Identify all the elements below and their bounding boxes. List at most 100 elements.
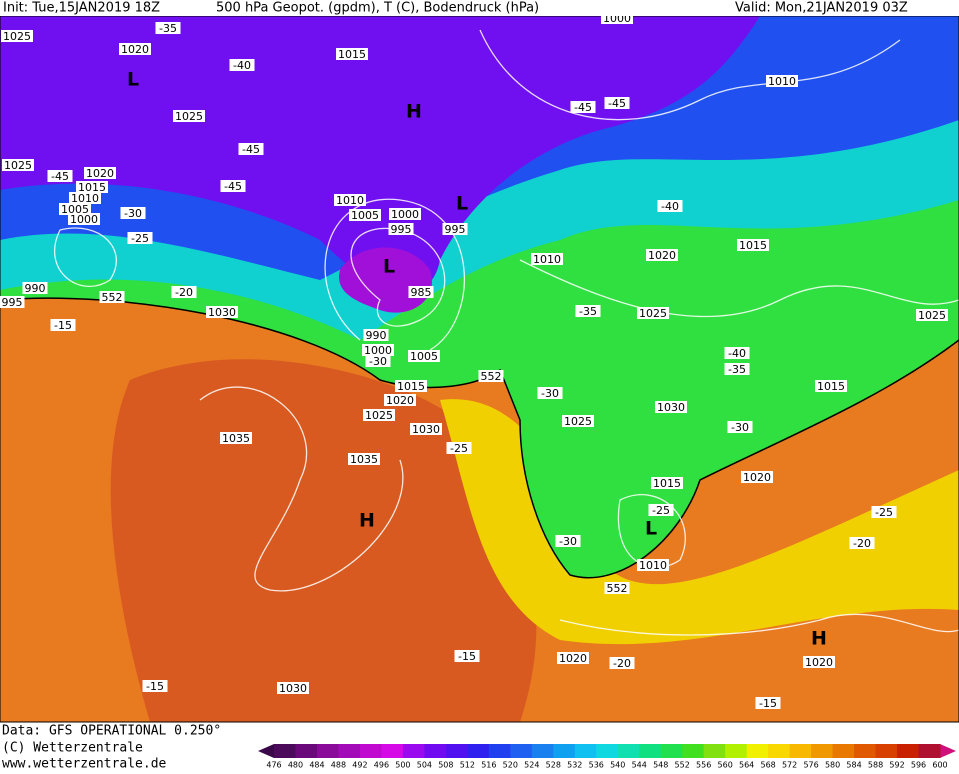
header-bar <box>0 0 959 16</box>
label-box <box>155 22 181 34</box>
map <box>0 15 959 723</box>
colorbar-swatch <box>789 744 812 758</box>
label-box <box>59 203 91 215</box>
label-box <box>220 432 252 444</box>
label-box <box>648 504 674 516</box>
temperature-label: -20 <box>613 657 631 670</box>
label-box <box>22 282 48 294</box>
colorbar-label: 488 <box>331 761 346 770</box>
colorbar-label: 496 <box>374 761 389 770</box>
colorbar-swatch <box>402 744 425 758</box>
colorbar-low-arrow <box>258 744 274 758</box>
pressure-label: 552 <box>481 370 502 383</box>
pressure-label: 1015 <box>397 380 425 393</box>
label-box <box>657 200 683 212</box>
pressure-label: 552 <box>607 582 628 595</box>
label-box <box>454 650 480 662</box>
colorbar-label: 584 <box>846 761 861 770</box>
isobar <box>350 227 446 327</box>
pressure-center: L <box>127 69 139 91</box>
label-box <box>119 43 151 55</box>
label-box <box>766 75 798 87</box>
label-box <box>562 415 594 427</box>
pressure-label: 1005 <box>351 209 379 222</box>
colorbar-label: 524 <box>524 761 539 770</box>
label-box <box>537 387 563 399</box>
pressure-label: 1015 <box>338 48 366 61</box>
pressure-label: 1000 <box>391 208 419 221</box>
pressure-label: 1020 <box>805 656 833 669</box>
colorbar-label: 556 <box>696 761 711 770</box>
pressure-label: 1025 <box>564 415 592 428</box>
colorbar-label: 500 <box>395 761 410 770</box>
colorbar-swatch <box>660 744 683 758</box>
temperature-label: -25 <box>875 506 893 519</box>
label-box <box>363 329 389 341</box>
colorbar-swatch <box>574 744 597 758</box>
label-box <box>446 442 472 454</box>
pressure-label: 1010 <box>533 253 561 266</box>
label-box <box>362 344 394 356</box>
pressure-label: 1020 <box>648 249 676 262</box>
label-box <box>410 423 442 435</box>
colorbar-label: 564 <box>739 761 754 770</box>
label-box <box>0 296 25 308</box>
label-box <box>220 180 246 192</box>
label-box <box>803 656 835 668</box>
pressure-center: H <box>406 101 422 123</box>
pressure-label: 1015 <box>817 380 845 393</box>
label-box <box>724 363 750 375</box>
temperature-label: -35 <box>159 22 177 35</box>
pressure-label: 995 <box>391 223 412 236</box>
temperature-label: -40 <box>728 347 746 360</box>
product-title: 500 hPa Geopot. (gpdm), T (C), Bodendruc… <box>216 1 539 16</box>
label-box <box>99 291 125 303</box>
colorbar-swatch <box>875 744 898 758</box>
temperature-label: -15 <box>759 697 777 710</box>
label-box <box>120 207 146 219</box>
colorbar-swatch <box>918 744 941 758</box>
label-box <box>408 286 434 298</box>
temperature-label: -45 <box>224 180 242 193</box>
pressure-label: 1020 <box>386 394 414 407</box>
label-box <box>604 582 630 594</box>
label-box <box>575 305 601 317</box>
colorbar-swatch <box>467 744 490 758</box>
pressure-label: 1010 <box>71 192 99 205</box>
pressure-label: 1025 <box>175 110 203 123</box>
label-box <box>916 309 948 321</box>
pressure-label: 1025 <box>365 409 393 422</box>
colorbar-label: 540 <box>610 761 625 770</box>
data-source: Data: GFS OPERATIONAL 0.250° <box>2 724 221 739</box>
pressure-label: 990 <box>366 329 387 342</box>
temperature-label: -30 <box>559 535 577 548</box>
colorbar-swatch <box>746 744 769 758</box>
temperature-label: -15 <box>54 319 72 332</box>
colorbar-label: 532 <box>567 761 582 770</box>
isobar <box>54 227 117 287</box>
temperature-label: -40 <box>661 200 679 213</box>
colorbar-label: 512 <box>460 761 475 770</box>
label-box <box>815 380 847 392</box>
label-box <box>408 350 440 362</box>
colorbar-swatch <box>854 744 877 758</box>
yellow-field <box>440 399 959 645</box>
temperature-label: -30 <box>124 207 142 220</box>
colorbar-swatch <box>488 744 511 758</box>
isobar <box>617 494 686 569</box>
colorbar-label: 484 <box>309 761 324 770</box>
colorbar-swatch <box>703 744 726 758</box>
warmest-field <box>110 359 537 722</box>
label-box <box>384 394 416 406</box>
colorbar-swatch <box>832 744 855 758</box>
label-box <box>637 307 669 319</box>
label-box <box>47 170 73 182</box>
colorbar-swatch <box>617 744 640 758</box>
pressure-center: L <box>383 256 395 278</box>
init-time: Init: Tue,15JAN2019 18Z <box>3 1 160 16</box>
pressure-center: H <box>359 510 375 532</box>
temperature-label: -20 <box>853 537 871 550</box>
colorbar-label: 476 <box>266 761 281 770</box>
isobar <box>559 613 959 636</box>
